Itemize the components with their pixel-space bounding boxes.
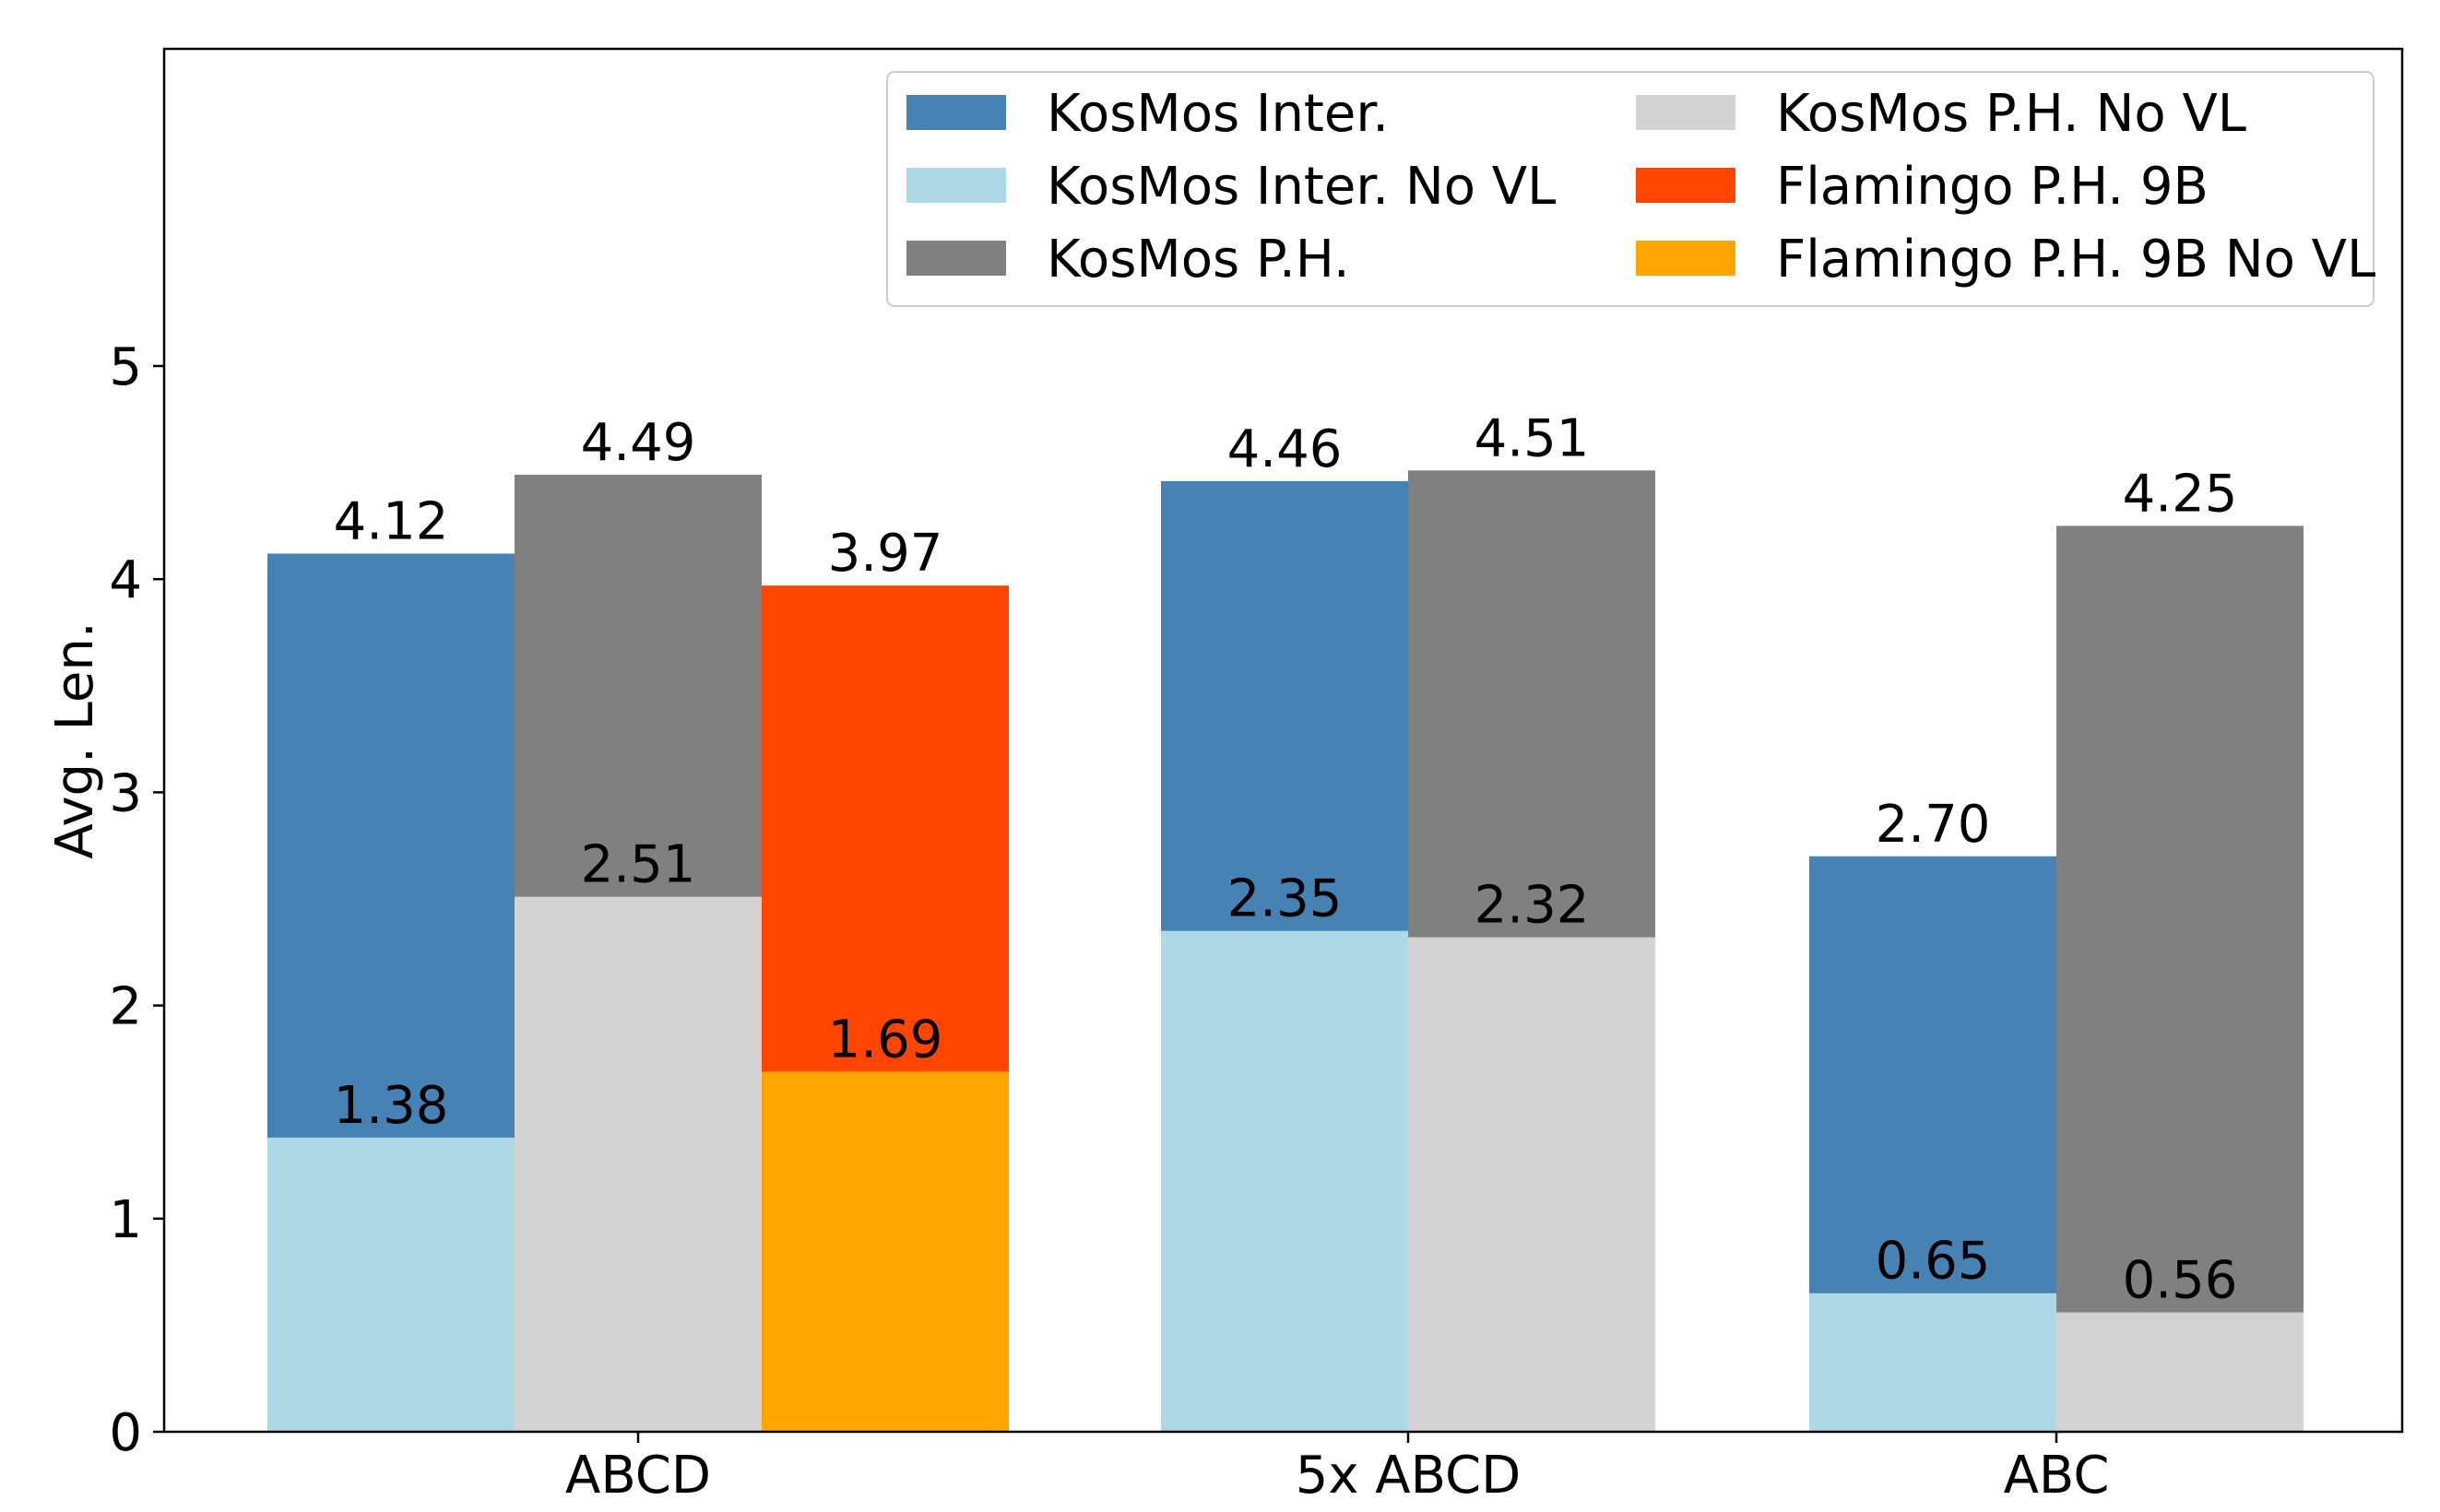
- bar-value-label: 4.12: [334, 491, 449, 551]
- bar-value-label: 4.49: [581, 413, 696, 473]
- legend-swatch: [1636, 95, 1735, 130]
- legend-label: Flamingo P.H. 9B: [1776, 157, 2209, 217]
- y-tick-label: 4: [109, 550, 142, 610]
- x-tick-label: 5x ABCD: [1296, 1446, 1522, 1506]
- y-axis-label: Avg. Len.: [45, 621, 105, 858]
- legend-swatch: [906, 95, 1006, 130]
- y-tick-label: 3: [109, 763, 142, 823]
- bar-kosmos-p-h-no-vl-2: [2056, 1312, 2304, 1432]
- bar-value-label: 3.97: [828, 524, 943, 584]
- bar-inner-value-label: 1.69: [828, 1010, 943, 1069]
- bar-kosmos-inter-no-vl-1: [1161, 930, 1408, 1432]
- bar-kosmos-inter-no-vl-0: [267, 1137, 515, 1432]
- bar-labels-layer: 4.12 1.38 4.49 2.51 3.97 1.69 4.46 2.35 4.51 2.32…: [334, 408, 2238, 1310]
- plot-frame: [162, 47, 2404, 1434]
- bar-inner-value-label: 2.51: [581, 835, 696, 895]
- bar-kosmos-p-h-no-vl-0: [515, 896, 762, 1432]
- bar-inner-value-label: 1.38: [334, 1076, 449, 1136]
- legend-swatch: [906, 241, 1006, 276]
- bar-kosmos-p-h--2: [2056, 526, 2304, 1432]
- bar-inner-value-label: 2.35: [1227, 869, 1343, 929]
- legend-swatch: [1636, 241, 1735, 276]
- legend-label: KosMos Inter. No VL: [1047, 157, 1556, 217]
- bar-kosmos-p-h-no-vl-1: [1408, 937, 1655, 1432]
- y-tick-label: 2: [109, 977, 142, 1037]
- legend-swatch: [906, 168, 1006, 203]
- legend-label: KosMos P.H. No VL: [1776, 84, 2246, 144]
- bar-inner-value-label: 0.56: [2123, 1251, 2238, 1311]
- legend-label: KosMos P.H.: [1047, 230, 1350, 289]
- legend-box: [886, 71, 2375, 307]
- bar-value-label: 2.70: [1876, 795, 1991, 855]
- bar-inner-value-label: 0.65: [1876, 1232, 1991, 1292]
- x-tick-label: ABCD: [565, 1446, 711, 1506]
- bar-flamingo-p-h-9b-no-vl-0: [762, 1071, 1009, 1432]
- bar-value-label: 4.25: [2123, 464, 2238, 524]
- y-axis: 0 1 2 3 4 5: [109, 337, 164, 1463]
- bar-value-label: 4.51: [1475, 408, 1590, 468]
- x-axis: ABCD 5x ABCD ABC: [565, 1432, 2109, 1506]
- legend-swatch: [1636, 168, 1735, 203]
- bar-kosmos-inter-no-vl-2: [1809, 1293, 2056, 1432]
- bar-value-label: 4.46: [1227, 419, 1343, 479]
- legend-label: KosMos Inter.: [1047, 84, 1389, 144]
- legend-label: Flamingo P.H. 9B No VL: [1776, 230, 2375, 289]
- x-tick-label: ABC: [2004, 1446, 2110, 1506]
- bar-inner-value-label: 2.32: [1475, 876, 1590, 936]
- bars-layer: [267, 470, 2304, 1433]
- y-tick-label: 5: [109, 337, 142, 397]
- legend: KosMos Inter. KosMos Inter. No VL KosMos P…: [886, 71, 2375, 307]
- y-tick-label: 1: [109, 1190, 142, 1250]
- y-tick-label: 0: [109, 1403, 142, 1463]
